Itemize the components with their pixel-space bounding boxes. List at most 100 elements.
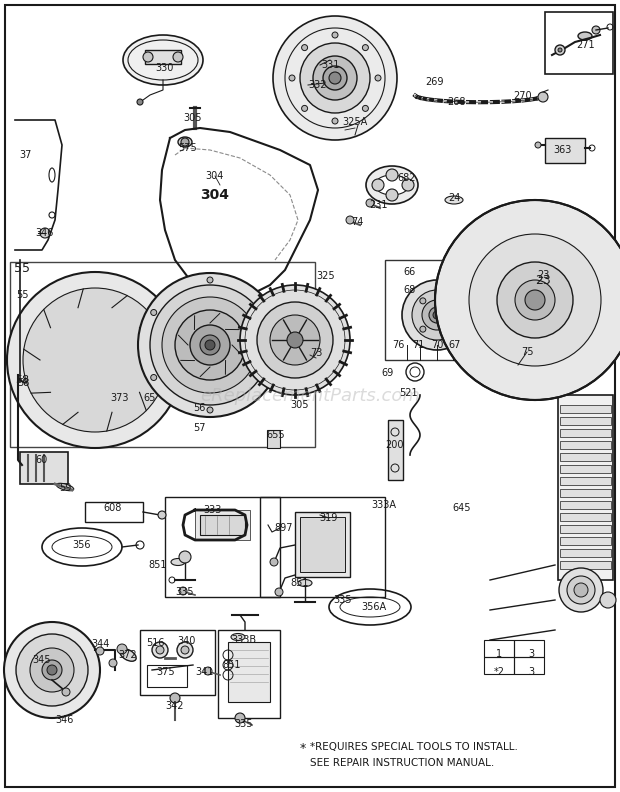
Text: 682: 682 xyxy=(398,173,416,183)
Circle shape xyxy=(158,511,166,519)
Circle shape xyxy=(273,16,397,140)
Circle shape xyxy=(235,713,245,723)
Circle shape xyxy=(204,667,212,675)
Bar xyxy=(140,630,215,695)
Circle shape xyxy=(313,56,357,100)
Circle shape xyxy=(515,280,555,320)
Wedge shape xyxy=(575,342,610,377)
Circle shape xyxy=(412,290,462,340)
Text: 1: 1 xyxy=(496,649,502,659)
Bar xyxy=(560,453,611,461)
Circle shape xyxy=(62,688,70,696)
Text: 335: 335 xyxy=(175,587,194,597)
Circle shape xyxy=(152,642,168,658)
Circle shape xyxy=(538,92,548,102)
Bar xyxy=(560,441,611,449)
Circle shape xyxy=(170,693,180,703)
Ellipse shape xyxy=(366,166,418,204)
Circle shape xyxy=(366,199,374,207)
Bar xyxy=(145,50,181,64)
Text: 332: 332 xyxy=(309,80,327,90)
Circle shape xyxy=(555,45,565,55)
Circle shape xyxy=(386,169,398,181)
Bar xyxy=(10,262,315,447)
Text: 74: 74 xyxy=(351,217,363,227)
Circle shape xyxy=(270,558,278,566)
Circle shape xyxy=(448,326,454,332)
Circle shape xyxy=(205,340,215,350)
Wedge shape xyxy=(443,248,479,277)
Text: 304: 304 xyxy=(206,171,224,181)
Bar xyxy=(218,630,280,718)
Wedge shape xyxy=(437,280,471,300)
Circle shape xyxy=(332,32,338,38)
Bar xyxy=(560,477,611,485)
Circle shape xyxy=(300,43,370,113)
Circle shape xyxy=(375,75,381,81)
Circle shape xyxy=(559,568,603,612)
Text: 3: 3 xyxy=(528,649,534,659)
Text: 68: 68 xyxy=(404,285,416,295)
Text: 66: 66 xyxy=(404,267,416,277)
Circle shape xyxy=(16,634,88,706)
Circle shape xyxy=(372,179,384,191)
Circle shape xyxy=(600,592,616,608)
Circle shape xyxy=(175,310,245,380)
Wedge shape xyxy=(518,202,538,235)
Wedge shape xyxy=(531,365,552,398)
Text: 75: 75 xyxy=(521,347,533,357)
Text: 270: 270 xyxy=(514,91,533,101)
Bar xyxy=(200,515,245,535)
Circle shape xyxy=(162,297,258,393)
Text: 333: 333 xyxy=(204,505,222,515)
Text: 356: 356 xyxy=(73,540,91,550)
Ellipse shape xyxy=(375,175,409,195)
Text: 67: 67 xyxy=(449,340,461,350)
Wedge shape xyxy=(469,349,502,385)
Bar xyxy=(165,497,280,597)
Bar xyxy=(560,549,611,557)
Circle shape xyxy=(179,587,187,595)
Text: 356A: 356A xyxy=(361,602,386,612)
Polygon shape xyxy=(165,308,175,325)
Wedge shape xyxy=(438,309,473,333)
Ellipse shape xyxy=(578,32,592,40)
Bar xyxy=(560,513,611,521)
Wedge shape xyxy=(600,300,620,321)
Circle shape xyxy=(150,285,270,405)
Ellipse shape xyxy=(120,649,136,661)
Text: 3: 3 xyxy=(528,667,534,677)
Text: 231: 231 xyxy=(369,200,388,210)
Circle shape xyxy=(574,583,588,597)
Circle shape xyxy=(270,315,320,365)
Circle shape xyxy=(435,200,620,400)
Circle shape xyxy=(420,298,426,304)
Wedge shape xyxy=(568,215,601,251)
Text: 200: 200 xyxy=(386,440,404,450)
Bar xyxy=(300,517,345,572)
Bar xyxy=(40,650,50,672)
Text: 69: 69 xyxy=(381,368,393,378)
Text: 645: 645 xyxy=(453,503,471,513)
Text: 333B: 333B xyxy=(231,635,257,645)
Bar xyxy=(195,510,250,540)
Text: 73: 73 xyxy=(310,348,322,358)
Text: SEE REPAIR INSTRUCTION MANUAL.: SEE REPAIR INSTRUCTION MANUAL. xyxy=(310,758,494,768)
Bar xyxy=(514,657,544,674)
Text: 24: 24 xyxy=(448,193,460,203)
Text: 57: 57 xyxy=(193,423,205,433)
Text: 346: 346 xyxy=(36,228,54,238)
Circle shape xyxy=(558,48,562,52)
Bar xyxy=(558,395,613,580)
Bar xyxy=(20,452,68,484)
Bar xyxy=(560,501,611,509)
Text: 71: 71 xyxy=(412,340,424,350)
Circle shape xyxy=(240,285,350,395)
Text: 268: 268 xyxy=(447,97,465,107)
Circle shape xyxy=(138,273,282,417)
Bar xyxy=(228,642,270,702)
Circle shape xyxy=(23,288,167,432)
Circle shape xyxy=(179,551,191,563)
Circle shape xyxy=(42,660,62,680)
Circle shape xyxy=(301,44,308,51)
